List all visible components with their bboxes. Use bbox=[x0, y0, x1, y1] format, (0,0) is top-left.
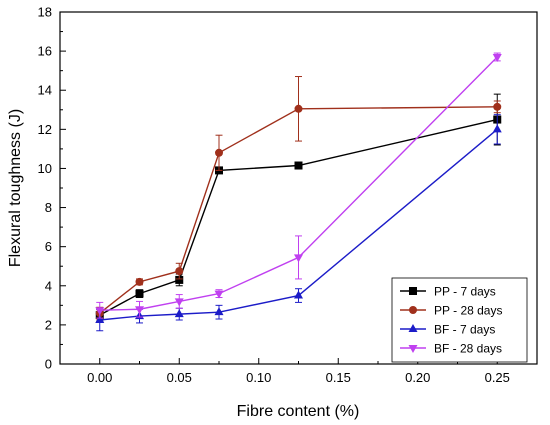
y-tick-label: 6 bbox=[45, 239, 52, 254]
x-tick-label: 0.05 bbox=[167, 370, 192, 385]
x-axis-title: Fibre content (%) bbox=[237, 403, 360, 420]
data-point bbox=[175, 275, 184, 284]
data-point bbox=[174, 309, 184, 318]
y-tick-label: 14 bbox=[38, 83, 52, 98]
legend-marker bbox=[408, 324, 418, 332]
series-line bbox=[99, 106, 498, 314]
data-point bbox=[95, 307, 105, 316]
y-tick-label: 0 bbox=[45, 357, 52, 372]
data-point bbox=[135, 306, 144, 315]
legend-label: PP - 28 days bbox=[434, 304, 502, 318]
x-tick-label: 0.25 bbox=[485, 370, 510, 385]
y-axis-title: Flexural toughness (J) bbox=[7, 109, 24, 267]
series-3 bbox=[95, 52, 502, 319]
y-tick-label: 16 bbox=[38, 44, 52, 59]
y-tick-label: 10 bbox=[38, 161, 52, 176]
legend-marker bbox=[408, 345, 418, 353]
data-point bbox=[493, 102, 502, 111]
legend-label: BF - 28 days bbox=[434, 342, 502, 356]
data-point bbox=[492, 53, 502, 62]
y-tick-label: 4 bbox=[45, 278, 52, 293]
legend-entry: PP - 28 days bbox=[400, 304, 502, 318]
x-tick-label: 0.00 bbox=[87, 370, 112, 385]
data-point bbox=[294, 254, 303, 263]
x-tick-label: 0.15 bbox=[326, 370, 351, 385]
legend-entry: BF - 7 days bbox=[400, 323, 495, 337]
data-point bbox=[294, 104, 303, 113]
y-tick-label: 2 bbox=[45, 317, 52, 332]
data-point bbox=[492, 124, 502, 133]
series-1 bbox=[95, 76, 502, 320]
data-point bbox=[175, 267, 184, 276]
series-line bbox=[99, 118, 498, 316]
series-line bbox=[99, 56, 498, 311]
series-line bbox=[99, 128, 498, 321]
y-axis: 0 2 4 6 8 10 12 14 16 18 bbox=[38, 5, 66, 372]
legend: PP - 7 days PP - 28 days BF - 7 days BF - 2… bbox=[391, 277, 528, 363]
legend-marker bbox=[409, 306, 417, 314]
legend-label: PP - 7 days bbox=[434, 285, 496, 299]
data-point bbox=[294, 161, 303, 170]
data-point bbox=[294, 290, 303, 299]
data-point bbox=[95, 315, 105, 323]
x-tick-label: 0.10 bbox=[246, 370, 271, 385]
data-point bbox=[135, 277, 144, 286]
y-tick-label: 8 bbox=[45, 200, 52, 215]
data-point bbox=[215, 148, 223, 157]
x-axis: 0.00 0.05 0.10 0.15 0.20 0.25 bbox=[59, 358, 510, 385]
series-layer bbox=[95, 52, 502, 332]
y-tick-label: 18 bbox=[38, 5, 52, 20]
data-point bbox=[214, 307, 224, 316]
legend-label: BF - 7 days bbox=[434, 323, 495, 337]
data-point bbox=[214, 290, 224, 299]
data-point bbox=[174, 298, 184, 307]
legend-entry: PP - 7 days bbox=[400, 285, 496, 299]
x-tick-label: 0.20 bbox=[405, 370, 430, 385]
series-2 bbox=[95, 114, 502, 332]
data-point bbox=[135, 289, 144, 298]
legend-entry: BF - 28 days bbox=[400, 342, 502, 356]
y-tick-label: 12 bbox=[38, 122, 52, 137]
legend-marker bbox=[409, 287, 417, 295]
